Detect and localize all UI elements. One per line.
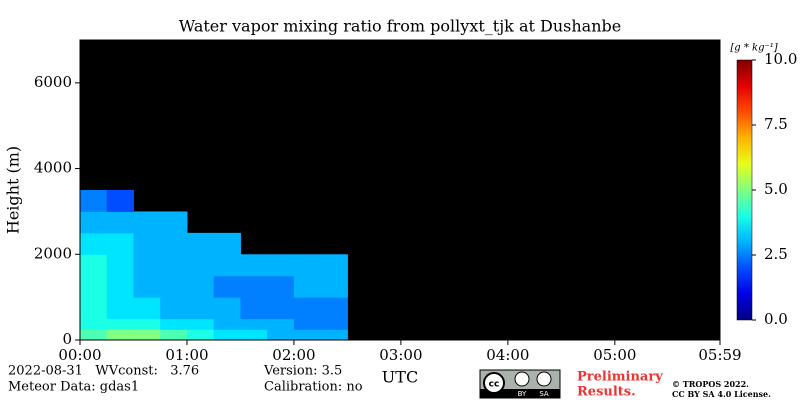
heat-cell [267,275,295,298]
heat-cell [240,329,268,341]
heat-cell [80,275,108,298]
heat-cell [160,318,188,330]
heat-cell [160,211,188,234]
heat-cell [106,329,134,341]
x-tick-label: 04:00 [486,346,529,364]
x-tick-label: 05:59 [698,346,741,364]
heat-cell [293,329,322,341]
heat-cell [106,254,134,277]
heat-cell [186,329,215,341]
footer-meteor: Meteor Data: gdas1 [8,380,139,395]
heat-cell [320,254,348,277]
license: CC BY SA 4.0 License. [672,389,771,399]
y-tick-label: 6000 [34,73,72,91]
heat-cell [213,275,241,298]
heat-cell [160,329,188,341]
svg-text:cc: cc [489,380,500,390]
copyright: © TROPOS 2022. [672,379,749,389]
heat-cell [133,297,161,320]
heat-cell [106,297,134,320]
heat-cell [240,297,268,320]
heat-cell [160,275,188,298]
heat-cell [320,297,348,320]
plot-frame [79,39,721,341]
x-tick-label: 02:00 [272,346,315,364]
heat-cell [293,254,322,277]
heat-cell [160,297,188,320]
heat-cell [240,318,268,330]
heat-cell [160,232,188,255]
heat-cell [80,211,108,234]
heat-cell [213,329,241,341]
heat-cell [106,318,134,330]
heat-cell [133,318,161,330]
x-tick-label: 01:00 [165,346,208,364]
heat-cell [293,275,322,298]
heat-cell [186,318,215,330]
heat-cell [80,254,108,277]
colorbar-tick-label: 10.0 [764,50,797,68]
heat-cell [213,318,241,330]
footer-date: 2022-08-31 WVconst: 3.76 [8,364,199,379]
heat-cell [106,211,134,234]
y-tick-label: 4000 [34,159,72,177]
heat-cell [293,297,322,320]
badge-by: BY [518,390,527,398]
x-axis-label: UTC [382,368,418,387]
heat-cell [80,318,108,330]
heat-cell [320,329,348,341]
heat-cell [80,232,108,255]
footer-calibration: Calibration: no [264,380,363,395]
heat-cell [133,254,161,277]
heat-cell [293,318,322,330]
cc-badge: cc BY SA [479,369,561,399]
x-tick-label: 03:00 [379,346,422,364]
heat-cell [267,254,295,277]
y-tick-label: 2000 [34,244,72,262]
colorbar-tick-label: 2.5 [764,245,788,263]
heat-cell [160,254,188,277]
heat-cell [80,297,108,320]
heat-cell [186,297,215,320]
heat-cell [80,190,108,212]
heat-cell [240,275,268,298]
heat-cell [320,318,348,330]
y-axis-label: Height (m) [4,146,23,234]
heat-cell [133,232,161,255]
heat-cell [133,275,161,298]
x-tick-label: 05:00 [593,346,636,364]
x-tick-label: 00:00 [58,346,101,364]
colorbar-tick-label: 0.0 [764,310,788,328]
colorbar [736,59,753,321]
heat-cell [240,254,268,277]
heat-cell [213,297,241,320]
heat-cell [80,329,108,341]
heat-cell [106,232,134,255]
heat-cell [133,211,161,234]
heat-cell [186,275,215,298]
heat-cell [186,254,215,277]
heat-cell [213,254,241,277]
heat-cell [106,190,134,212]
chart-title: Water vapor mixing ratio from pollyxt_tj… [179,17,621,36]
preliminary: Preliminary [577,370,663,385]
results: Results. [577,385,636,400]
heat-cell [213,232,241,255]
colorbar-label: [g * kg⁻¹] [730,43,777,54]
heat-cell [267,329,295,341]
colorbar-tick-label: 7.5 [764,115,788,133]
colorbar-tick-label: 5.0 [764,180,788,198]
heat-cell [106,275,134,298]
y-tick-label: 0 [62,330,72,348]
heat-cell [133,329,161,341]
badge-sa: SA [539,390,549,398]
heat-cell [320,275,348,298]
heat-cell [186,232,215,255]
footer-version: Version: 3.5 [263,364,342,379]
heat-cell [267,318,295,330]
heat-cell [267,297,295,320]
